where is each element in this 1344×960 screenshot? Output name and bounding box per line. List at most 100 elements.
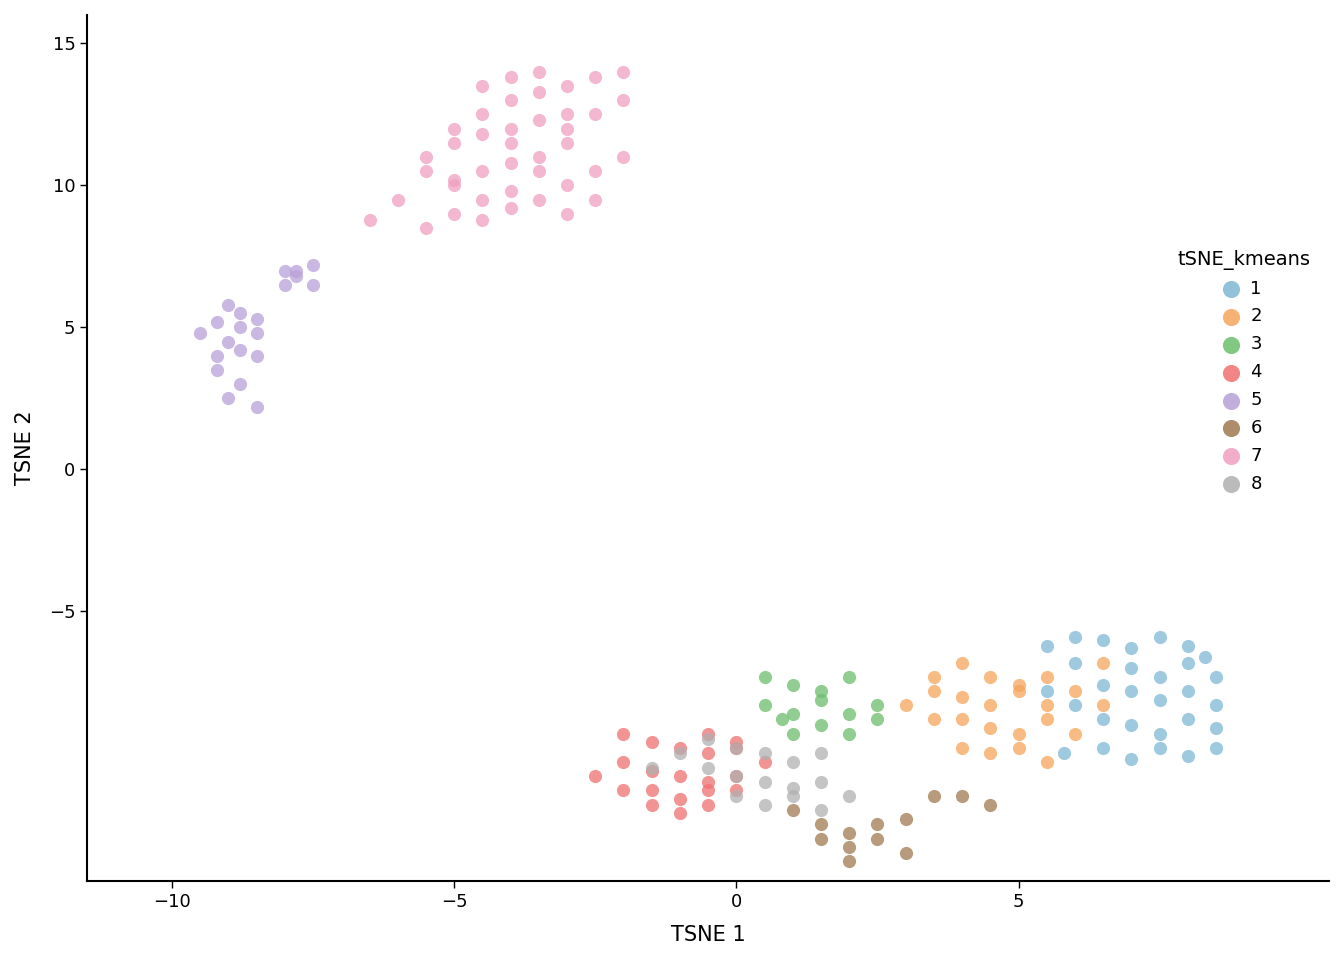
Point <box>585 107 606 122</box>
Point <box>207 348 228 364</box>
Point <box>228 305 250 321</box>
Point <box>952 711 973 727</box>
Point <box>698 726 719 741</box>
Point <box>1206 740 1227 756</box>
Point <box>528 112 550 128</box>
Point <box>1206 698 1227 713</box>
Point <box>669 769 691 784</box>
Point <box>556 206 578 222</box>
Point <box>810 803 832 818</box>
Point <box>1064 655 1086 670</box>
Point <box>1093 698 1114 713</box>
Point <box>754 797 775 812</box>
Point <box>867 831 888 847</box>
Point <box>810 831 832 847</box>
Point <box>1036 637 1058 653</box>
Point <box>1193 649 1215 664</box>
Point <box>444 172 465 187</box>
Point <box>641 760 663 776</box>
Legend: 1, 2, 3, 4, 5, 6, 7, 8: 1, 2, 3, 4, 5, 6, 7, 8 <box>1169 241 1320 502</box>
Point <box>1121 660 1142 676</box>
Point <box>613 726 634 741</box>
Point <box>500 155 521 170</box>
Point <box>698 760 719 776</box>
Point <box>585 192 606 207</box>
Point <box>839 788 860 804</box>
Point <box>867 817 888 832</box>
Point <box>444 178 465 193</box>
Point <box>1052 746 1074 761</box>
Point <box>698 782 719 798</box>
Point <box>1064 698 1086 713</box>
Point <box>895 845 917 860</box>
Point <box>839 706 860 721</box>
Point <box>698 797 719 812</box>
Point <box>641 763 663 779</box>
Point <box>782 788 804 804</box>
Point <box>1008 726 1030 741</box>
Point <box>782 706 804 721</box>
Point <box>472 192 493 207</box>
Point <box>1093 740 1114 756</box>
Point <box>274 263 296 278</box>
Point <box>500 92 521 108</box>
Point <box>207 362 228 377</box>
Point <box>528 163 550 179</box>
Point <box>613 64 634 80</box>
Point <box>190 325 211 341</box>
Point <box>782 780 804 795</box>
Point <box>500 201 521 216</box>
Point <box>754 774 775 789</box>
Point <box>952 689 973 705</box>
Point <box>1008 678 1030 693</box>
Point <box>698 746 719 761</box>
Point <box>641 782 663 798</box>
Point <box>810 692 832 708</box>
Point <box>359 212 380 228</box>
Point <box>556 107 578 122</box>
Point <box>754 746 775 761</box>
Point <box>1036 684 1058 699</box>
Point <box>698 732 719 747</box>
Point <box>472 127 493 142</box>
Point <box>895 698 917 713</box>
X-axis label: TSNE 1: TSNE 1 <box>671 925 746 945</box>
Point <box>782 678 804 693</box>
Point <box>895 811 917 827</box>
Point <box>585 163 606 179</box>
Point <box>228 343 250 358</box>
Point <box>246 348 267 364</box>
Point <box>387 192 409 207</box>
Point <box>726 769 747 784</box>
Point <box>1149 669 1171 684</box>
Point <box>782 755 804 770</box>
Point <box>302 277 324 293</box>
Point <box>218 391 239 406</box>
Point <box>302 257 324 273</box>
Point <box>556 135 578 151</box>
Point <box>274 277 296 293</box>
Point <box>528 192 550 207</box>
Point <box>1149 726 1171 741</box>
Y-axis label: TSNE 2: TSNE 2 <box>15 411 35 486</box>
Point <box>1008 684 1030 699</box>
Point <box>980 669 1001 684</box>
Point <box>1149 630 1171 645</box>
Point <box>1064 684 1086 699</box>
Point <box>1036 755 1058 770</box>
Point <box>1093 711 1114 727</box>
Point <box>1121 684 1142 699</box>
Point <box>867 698 888 713</box>
Point <box>444 121 465 136</box>
Point <box>782 803 804 818</box>
Point <box>839 669 860 684</box>
Point <box>556 178 578 193</box>
Point <box>528 150 550 165</box>
Point <box>839 726 860 741</box>
Point <box>472 212 493 228</box>
Point <box>923 788 945 804</box>
Point <box>810 817 832 832</box>
Point <box>754 755 775 770</box>
Point <box>1036 698 1058 713</box>
Point <box>839 826 860 841</box>
